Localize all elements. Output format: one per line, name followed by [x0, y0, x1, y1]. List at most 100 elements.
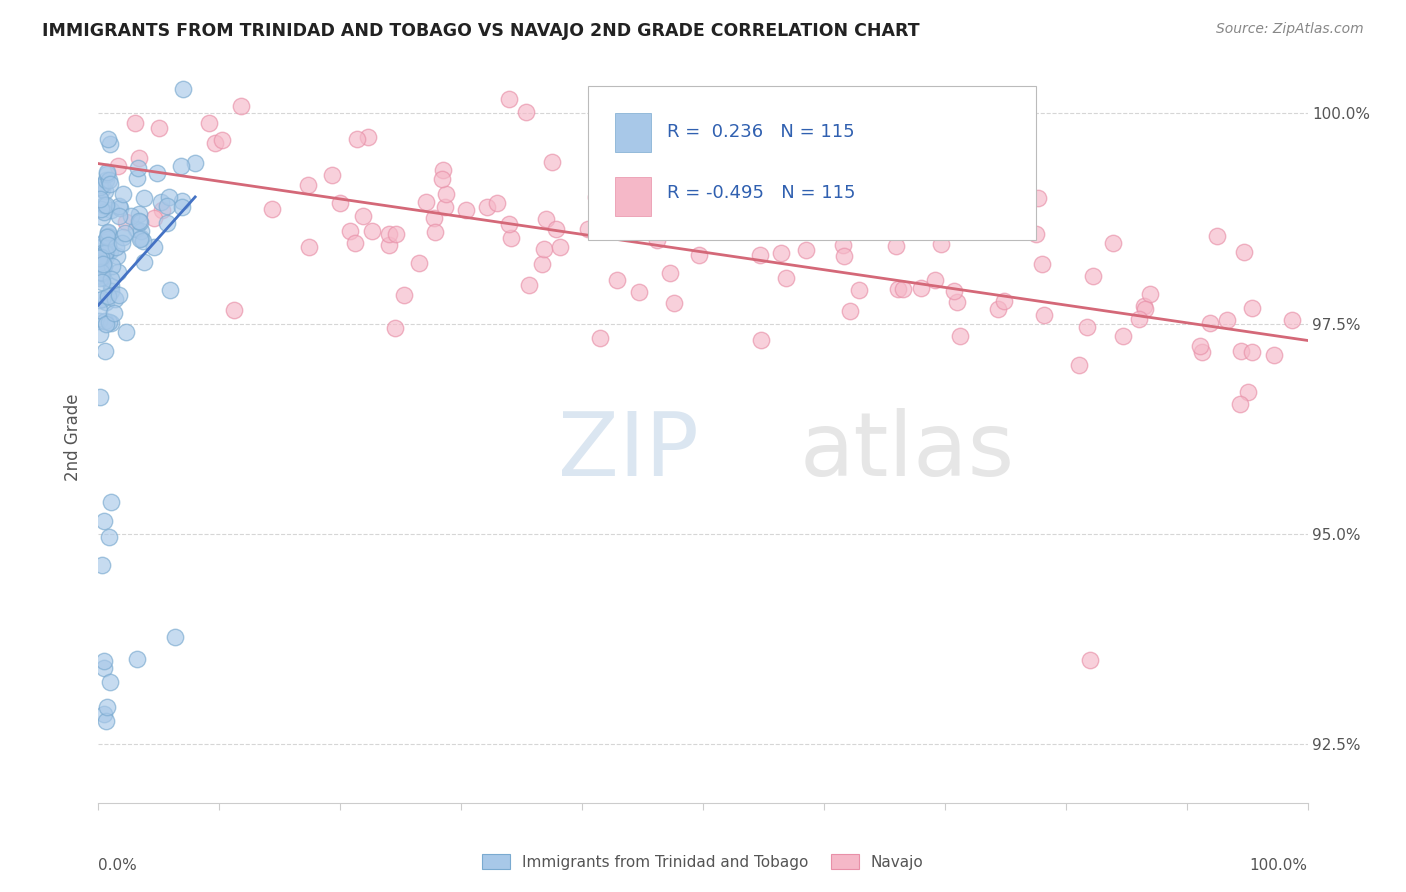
Point	[339, 224, 361, 238]
Point	[329, 195, 352, 210]
Point	[321, 168, 343, 182]
Point	[589, 331, 612, 345]
Point	[172, 82, 194, 96]
Point	[517, 278, 540, 293]
Point	[93, 204, 115, 219]
Point	[1230, 343, 1253, 358]
Point	[1135, 302, 1157, 317]
Point	[90, 182, 112, 196]
Point	[1081, 268, 1104, 283]
Point	[987, 302, 1010, 317]
Point	[533, 242, 555, 256]
Point	[498, 217, 520, 231]
Point	[91, 250, 114, 264]
Point	[357, 129, 380, 144]
Point	[96, 249, 118, 263]
Point	[658, 266, 681, 280]
Point	[749, 333, 772, 347]
Point	[884, 238, 907, 252]
Point	[124, 116, 146, 130]
Point	[434, 200, 457, 214]
Point	[125, 222, 148, 236]
Point	[94, 184, 117, 198]
Point	[432, 162, 454, 177]
Point	[384, 321, 406, 335]
Point	[229, 99, 252, 113]
Point	[172, 200, 194, 214]
Point	[100, 495, 122, 509]
Point	[385, 227, 408, 242]
Point	[108, 288, 131, 302]
Point	[94, 244, 117, 259]
Point	[149, 195, 172, 210]
Point	[486, 196, 509, 211]
Point	[91, 245, 114, 260]
Point	[108, 209, 131, 223]
Point	[91, 238, 114, 252]
Point	[89, 268, 111, 282]
Point	[89, 180, 111, 194]
Point	[165, 631, 187, 645]
Point	[475, 200, 498, 214]
Text: R =  0.236   N = 115: R = 0.236 N = 115	[666, 123, 855, 141]
Point	[96, 229, 118, 244]
Point	[198, 116, 221, 130]
Point	[1216, 313, 1239, 327]
Point	[93, 235, 115, 249]
Point	[100, 278, 122, 293]
Point	[1188, 338, 1211, 352]
Point	[90, 261, 112, 276]
Point	[749, 247, 772, 261]
Point	[120, 209, 142, 223]
Point	[91, 257, 114, 271]
Point	[89, 293, 111, 307]
Point	[97, 229, 120, 244]
Point	[155, 216, 177, 230]
Point	[346, 132, 368, 146]
Point	[89, 192, 111, 206]
Point	[97, 238, 120, 252]
Point	[93, 655, 115, 669]
Point	[91, 292, 114, 306]
Point	[103, 305, 125, 319]
Point	[156, 198, 179, 212]
Point	[89, 326, 111, 341]
Point	[378, 238, 401, 252]
Point	[134, 191, 156, 205]
Point	[152, 203, 174, 218]
Point	[104, 292, 127, 306]
Point	[606, 273, 628, 287]
Point	[1133, 299, 1156, 313]
Point	[430, 172, 453, 186]
Point	[93, 707, 115, 722]
Point	[1031, 257, 1053, 271]
Point	[1281, 312, 1303, 326]
Point	[880, 221, 903, 235]
Point	[91, 266, 114, 280]
Point	[108, 202, 131, 216]
Point	[775, 270, 797, 285]
Point	[645, 233, 668, 247]
Point	[408, 256, 430, 270]
Point	[90, 558, 112, 572]
Point	[114, 226, 136, 240]
Point	[97, 289, 120, 303]
Point	[93, 260, 115, 274]
Point	[100, 203, 122, 218]
Point	[101, 259, 124, 273]
Point	[838, 304, 860, 318]
Point	[297, 178, 319, 192]
Point	[91, 178, 114, 192]
Point	[591, 221, 613, 235]
Text: 0.0%: 0.0%	[98, 858, 138, 872]
Point	[105, 249, 128, 263]
Point	[848, 283, 870, 297]
Point	[541, 154, 564, 169]
Point	[115, 215, 138, 229]
Bar	[614, 177, 651, 216]
Point	[298, 240, 321, 254]
Point	[576, 222, 599, 236]
Point	[128, 215, 150, 229]
Point	[127, 652, 149, 666]
Point	[260, 202, 283, 216]
